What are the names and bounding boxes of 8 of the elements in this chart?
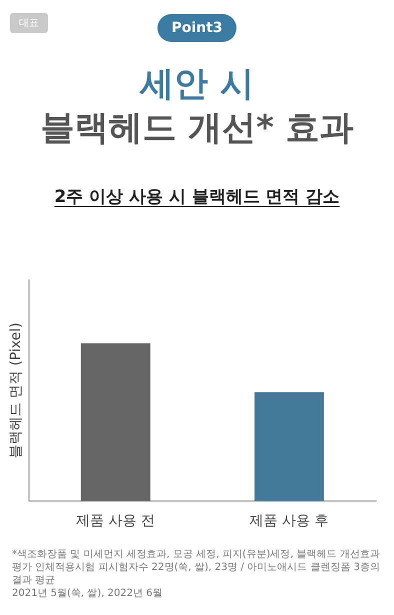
text: Point3 — [157, 14, 237, 42]
y-axis-title: 블랙헤드 면적 (Pixel) — [8, 322, 24, 459]
chart-subtitle: 2주 이상 사용 시 블랙헤드 면적 감소 — [54, 187, 340, 207]
x-tick-label: 제품 사용 후 — [250, 513, 329, 530]
text: *색조화장품 및 미세먼지 세정효과, 모공 세정, 피지(유분)세정, 블랙헤드 개선효과 평가 인체적용시험 피시험자수 22명(쑥, 쌀), 23명 / 아미노애시드 클렌징폼 3종의 결과 평균 — [12, 548, 381, 587]
x-tick-label: 제품 사용 전 — [76, 513, 156, 530]
chart-title: 세안 시 블랙헤드 개선* 효과 — [39, 63, 355, 150]
text: 2021년 5월(쑥, 쌀), 2022년 6월 — [12, 587, 164, 600]
